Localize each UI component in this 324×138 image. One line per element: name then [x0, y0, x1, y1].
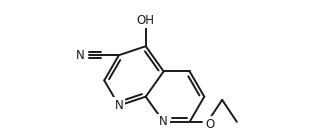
- Text: O: O: [206, 118, 215, 131]
- Text: N: N: [76, 49, 85, 62]
- Text: N: N: [159, 115, 168, 128]
- Text: N: N: [114, 99, 123, 112]
- Text: OH: OH: [137, 14, 155, 27]
